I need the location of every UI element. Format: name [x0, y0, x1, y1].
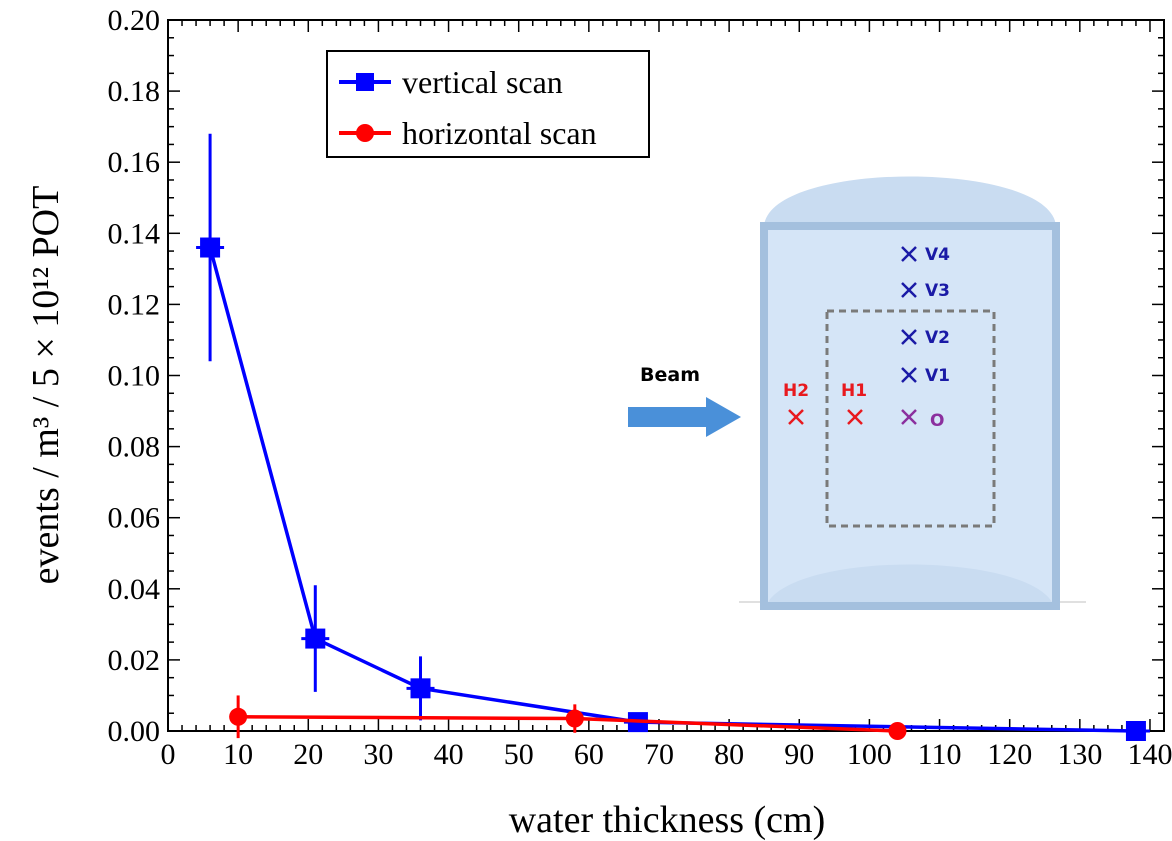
y-tick-label: 0.08: [108, 431, 161, 464]
legend: vertical scan horizontal scan: [326, 50, 650, 158]
x-tick-label: 120: [987, 738, 1032, 771]
y-tick-label: 0.14: [108, 217, 161, 250]
legend-vertical-marker: [356, 73, 374, 91]
x-tick-label: 10: [223, 738, 253, 771]
marker-label-v3: V3: [925, 281, 950, 301]
data-point: [888, 722, 907, 740]
x-tick-label: 50: [504, 738, 534, 771]
beam-label: Beam: [640, 364, 700, 386]
marker-h2-icon: [788, 409, 804, 425]
marker-label-h2: H2: [783, 381, 809, 401]
y-tick-label: 0.10: [108, 360, 161, 393]
cross-stroke: [847, 409, 863, 425]
cross-stroke: [901, 409, 917, 425]
y-tick-label: 0.16: [108, 146, 161, 179]
data-point: [410, 678, 431, 699]
y-tick-label: 0.12: [108, 288, 161, 321]
x-tick-label: 20: [293, 738, 323, 771]
detector-inset: Beam V4 V3 V2 V1 O H1 H2: [628, 176, 1086, 610]
series-horizontal-scan: [229, 695, 907, 740]
x-tick-label: 130: [1057, 738, 1102, 771]
data-point: [229, 707, 248, 726]
cross-stroke: [901, 367, 917, 383]
marker-v4-icon: [901, 246, 917, 262]
y-tick-label: 0.18: [108, 75, 161, 108]
cross-stroke: [901, 246, 917, 262]
marker-label-v2: V2: [925, 328, 950, 348]
cross-stroke: [788, 409, 804, 425]
marker-h1-icon: [847, 409, 863, 425]
data-point: [200, 237, 221, 258]
marker-label-v1: V1: [925, 366, 950, 386]
beam-arrow: [628, 397, 741, 437]
marker-o-icon: [901, 409, 917, 425]
x-tick-label: 70: [644, 738, 674, 771]
y-tick-label: 0.06: [108, 502, 161, 535]
plot-area: [196, 133, 1150, 741]
detector-bottom-dome: [768, 564, 1052, 602]
data-point: [1125, 721, 1146, 741]
marker-label-v4: V4: [925, 245, 950, 265]
marker-label-h1: H1: [841, 381, 867, 401]
x-tick-label: 40: [434, 738, 464, 771]
legend-label-vertical-scan: vertical scan: [402, 64, 563, 100]
data-point: [305, 628, 326, 649]
x-tick-label: 0: [161, 738, 176, 771]
legend-box: [326, 50, 650, 158]
x-tick-label: 60: [574, 738, 604, 771]
marker-label-o: O: [930, 411, 944, 431]
x-tick-label: 140: [1127, 738, 1172, 771]
marker-v2-icon: [901, 329, 917, 345]
marker-v3-icon: [901, 282, 917, 298]
y-tick-label: 0.20: [108, 4, 161, 37]
x-tick-label: 110: [918, 738, 962, 771]
y-tick-label: 0.00: [108, 715, 161, 748]
cross-stroke: [901, 282, 917, 298]
y-tick-label: 0.04: [108, 573, 161, 606]
detector-top-dome: [764, 176, 1056, 226]
x-tick-label: 90: [784, 738, 814, 771]
x-tick-label: 100: [847, 738, 892, 771]
legend-label-horizontal-scan: horizontal scan: [402, 115, 597, 151]
axes: 0 10 20 30 40 50 60 70 80 90 100 110 120 130 140 0.00 0.…: [108, 4, 1172, 771]
legend-horizontal-marker: [356, 124, 374, 142]
marker-v1-icon: [901, 367, 917, 383]
data-point: [565, 709, 584, 728]
x-tick-label: 80: [714, 738, 744, 771]
x-tick-label: 30: [363, 738, 393, 771]
y-tick-label: 0.02: [108, 644, 161, 677]
y-axis-title: events / m³ / 5 × 10¹² POT: [25, 186, 67, 585]
cross-stroke: [901, 329, 917, 345]
x-axis-title: water thickness (cm): [509, 799, 826, 841]
